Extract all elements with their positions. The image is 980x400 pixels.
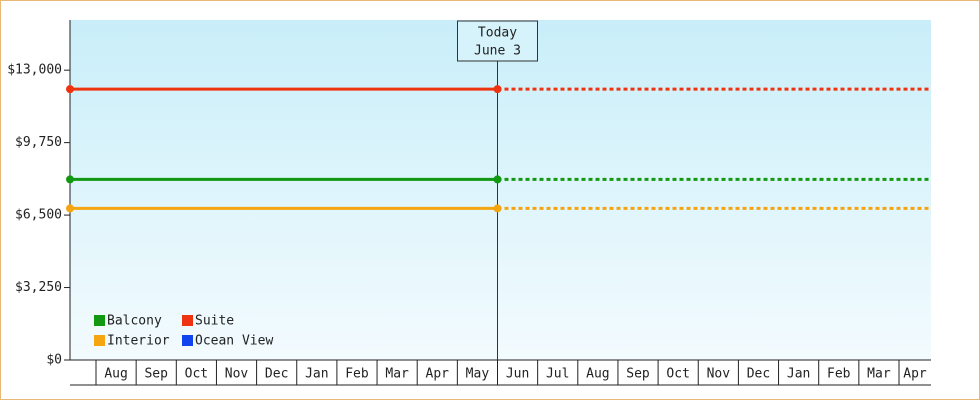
price-point [493,204,502,213]
x-tick-label: Aug [104,367,127,382]
x-tick-label: Apr [903,367,927,382]
x-tick-label: Sep [626,367,650,382]
today-date: June 3 [474,44,521,59]
y-tick-label: $3,250 [15,280,62,295]
x-tick-label: Feb [827,367,851,382]
x-tick-label: Dec [747,367,770,382]
plot-area [70,20,931,360]
price-point [66,204,74,213]
x-tick-label: May [466,367,490,382]
x-tick-label: Jan [305,367,328,382]
legend-swatch [182,335,193,346]
today-box [457,20,538,62]
x-tick-label: Jan [787,367,810,382]
x-tick-label: Nov [707,367,731,382]
x-tick-label: Nov [225,367,249,382]
x-tick-label: Oct [666,367,689,382]
price-point [493,85,502,94]
x-tick-label: Oct [185,367,208,382]
price-point [66,175,74,184]
x-tick-label: Mar [385,367,409,382]
legend-swatch [182,315,193,326]
y-tick-label: $6,500 [15,208,62,223]
y-tick-label: $13,000 [7,63,62,78]
x-tick-label: Jul [546,367,569,382]
price-point [66,85,74,94]
x-tick-label: Dec [265,367,288,382]
legend-label: Balcony [107,314,162,329]
legend-label: Suite [195,314,234,329]
today-title: Today [478,26,517,41]
x-tick-label: Jun [506,367,529,382]
x-tick-label: Mar [867,367,891,382]
x-tick-label: Aug [586,367,609,382]
y-tick-label: $9,750 [15,135,62,150]
x-tick-label: Apr [426,367,450,382]
legend-swatch [94,335,105,346]
y-tick-label: $0 [46,353,62,368]
legend-label: Ocean View [195,334,273,349]
legend-label: Interior [107,334,170,349]
legend-swatch [94,315,105,326]
x-tick-label: Sep [144,367,168,382]
x-tick-label: Feb [345,367,369,382]
price-point [493,175,502,184]
